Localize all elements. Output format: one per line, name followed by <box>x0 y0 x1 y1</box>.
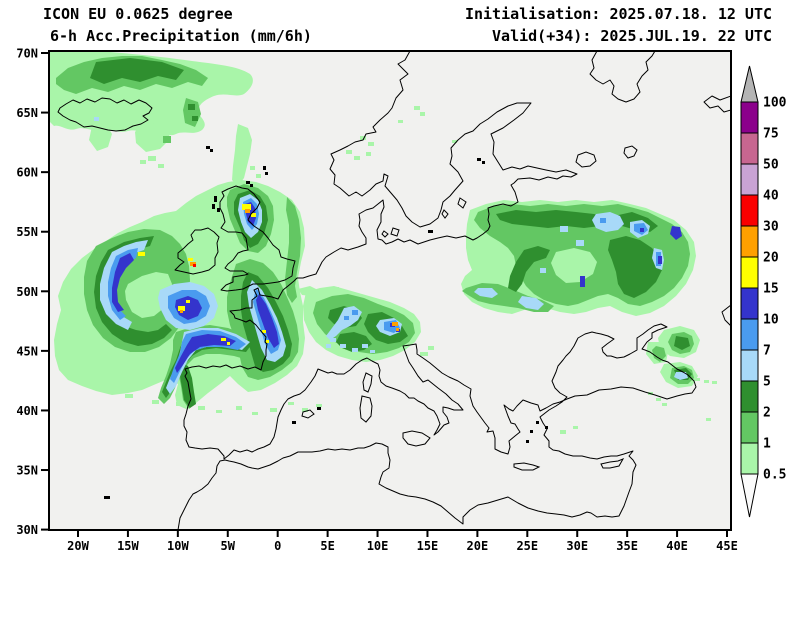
lat-tick-label: 60N <box>16 166 38 180</box>
lat-tick-label: 65N <box>16 106 38 120</box>
colorbar-label: 75 <box>763 127 779 142</box>
colorbar-label: 7 <box>763 344 771 359</box>
colorbar-label: 20 <box>763 251 779 266</box>
colorbar-box <box>740 287 759 320</box>
lon-tick-label: 5E <box>320 539 334 553</box>
colorbar-box <box>740 442 759 475</box>
colorbar-label: 40 <box>763 189 779 204</box>
latitude-axis: 70N 65N 60N 55N 50N 45N 40N 35N 30N <box>16 47 49 537</box>
lon-tick-label: 30E <box>566 539 588 553</box>
colorbar-box <box>740 163 759 196</box>
lon-tick-label: 25E <box>516 539 538 553</box>
colorbar-box <box>740 318 759 351</box>
colorbar-box <box>740 349 759 382</box>
colorbar-label: 2 <box>763 406 771 421</box>
lon-tick-label: 15E <box>417 539 439 553</box>
lon-tick-label: 5W <box>221 539 236 553</box>
lon-tick-label: 10E <box>367 539 389 553</box>
lat-tick-label: 70N <box>16 47 38 61</box>
precipitation-layer <box>50 52 730 529</box>
colorbar-box <box>740 411 759 444</box>
colorbar-overflow-arrow <box>740 65 759 103</box>
model-title: ICON EU 0.0625 degree <box>43 5 233 23</box>
colorbar-box <box>740 380 759 413</box>
colorbar-label: 50 <box>763 158 779 173</box>
lon-tick-label: 0 <box>274 539 281 553</box>
product-title: 6-h Acc.Precipitation (mm/6h) <box>50 27 312 45</box>
lon-tick-label: 20W <box>67 539 89 553</box>
lon-tick-label: 40E <box>666 539 688 553</box>
colorbar-box <box>740 194 759 227</box>
colorbar-label: 0.5 <box>763 468 786 483</box>
lat-tick-label: 30N <box>16 523 38 537</box>
lon-tick-label: 10W <box>167 539 189 553</box>
colorbar-label: 10 <box>763 313 779 328</box>
colorbar-box <box>740 132 759 165</box>
longitude-axis: 20W 15W 10W 5W 0 5E 10E 15E 20E 25E 30E 35E 40E 45E <box>67 530 738 553</box>
valid-time: Valid(+34): 2025.JUL.19. 22 UTC <box>492 27 772 45</box>
init-time: Initialisation: 2025.07.18. 12 UTC <box>464 5 772 23</box>
lon-tick-label: 35E <box>616 539 638 553</box>
colorbar-box <box>740 225 759 258</box>
colorbar-label: 1 <box>763 437 771 452</box>
colorbar-box <box>740 256 759 289</box>
colorbar-label: 5 <box>763 375 771 390</box>
lat-tick-label: 55N <box>16 225 38 239</box>
colorbar-box <box>740 101 759 134</box>
lat-tick-label: 40N <box>16 404 38 418</box>
lon-tick-label: 15W <box>117 539 139 553</box>
colorbar-label: 30 <box>763 220 779 235</box>
colorbar-underflow-arrow <box>740 473 759 518</box>
lat-tick-label: 45N <box>16 344 38 358</box>
coastlines <box>57 52 730 529</box>
colorbar-label: 100 <box>763 96 787 111</box>
lon-tick-label: 20E <box>467 539 489 553</box>
lat-tick-label: 50N <box>16 285 38 299</box>
colorbar-label: 15 <box>763 282 779 297</box>
lon-tick-label: 45E <box>716 539 738 553</box>
lat-tick-label: 35N <box>16 464 38 478</box>
